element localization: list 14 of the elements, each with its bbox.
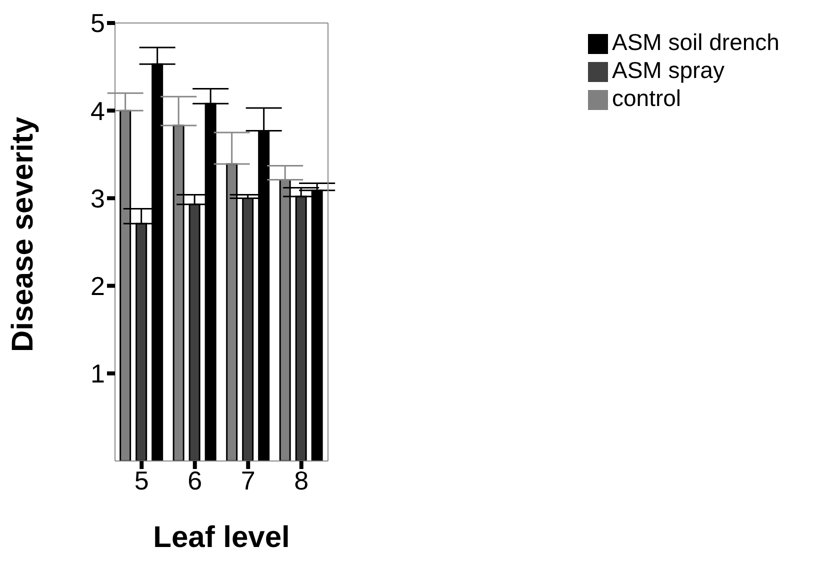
x-axis-title: Leaf level xyxy=(153,521,290,554)
y-tick-label: 4 xyxy=(90,96,105,126)
x-tick-label: 7 xyxy=(240,465,256,496)
legend-label: control xyxy=(612,85,682,111)
legend-label: ASM spray xyxy=(612,57,724,83)
y-tick-label: 2 xyxy=(90,271,105,302)
y-tick-label: 3 xyxy=(90,183,105,214)
x-tick-label: 5 xyxy=(134,465,149,496)
x-tick-label: 6 xyxy=(188,465,202,496)
x-tick-label: 8 xyxy=(294,465,309,496)
y-tick-label: 1 xyxy=(90,358,105,389)
y-axis-title: Disease severity xyxy=(6,116,40,352)
y-tick-label: 5 xyxy=(90,8,105,38)
legend-label: ASM soil drench xyxy=(612,29,780,55)
